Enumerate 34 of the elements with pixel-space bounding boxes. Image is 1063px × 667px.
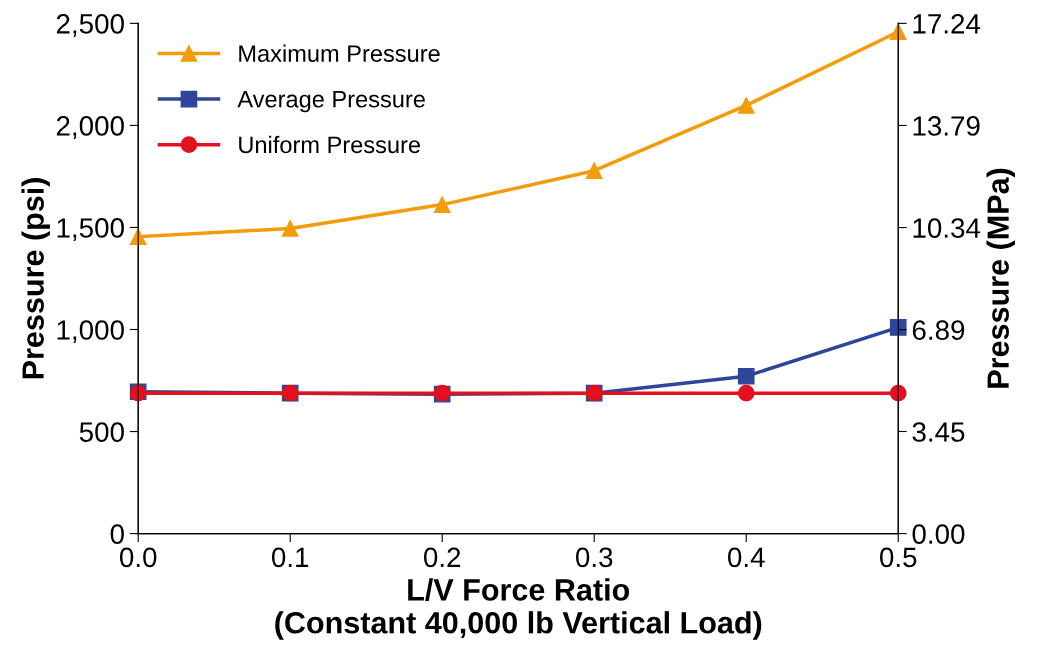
x-tick-label: 0.4 (728, 547, 765, 568)
point (433, 196, 451, 213)
y-tick-label: 0 (110, 524, 124, 544)
legend-label: Maximum Pressure (239, 44, 440, 62)
point (585, 162, 603, 180)
legend-label: Average Pressure (237, 91, 425, 113)
point (737, 384, 755, 402)
x-tick-label: 0.1 (271, 547, 309, 568)
y2-tick-label: 3.45 (912, 422, 965, 442)
y-tick-label: 2,000 (56, 116, 124, 140)
y-tick-label: 1,000 (57, 320, 124, 344)
y2-axis-title: Pressure (MPa) (986, 168, 1015, 388)
legend-label: Uniform Pressure (239, 135, 420, 154)
y-tick-label: 1,500 (57, 218, 124, 242)
x-tick-label: 0.3 (576, 547, 613, 568)
point (281, 220, 299, 237)
y2-tick-label: 10.34 (913, 218, 981, 238)
point (889, 319, 907, 336)
point (889, 384, 907, 402)
x-tick-label: 0.2 (423, 547, 461, 568)
x-tick-label: 0.5 (880, 547, 917, 568)
x-axis-title: L/V Force Ratio (Constant 40,000 lb Vertical Load) (275, 578, 762, 640)
y2-tick-label: 17.24 (913, 14, 981, 34)
point (737, 367, 755, 385)
y2-tick-label: 6.89 (912, 320, 965, 341)
y2-tick-label: 0.00 (912, 524, 965, 544)
point (737, 97, 755, 114)
y-tick-label: 2,500 (56, 14, 124, 37)
y2-tick-label: 13.79 (913, 116, 980, 136)
y-axis-title: Pressure (psi) (21, 178, 50, 379)
point (129, 228, 147, 245)
x-tick-label: 0.0 (119, 547, 157, 568)
y-tick-label: 500 (79, 422, 124, 442)
point (889, 23, 907, 41)
